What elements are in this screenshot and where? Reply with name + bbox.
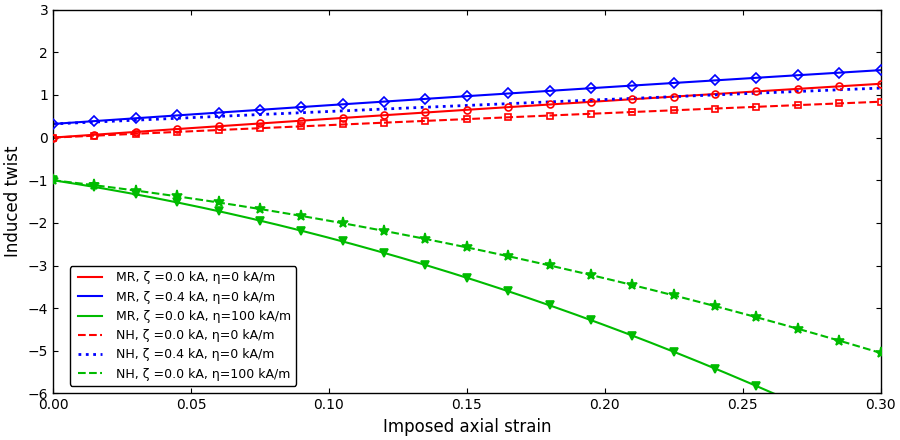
Line: NH, ζ =0.0 kA, η=100 kA/m: NH, ζ =0.0 kA, η=100 kA/m (53, 180, 880, 353)
NH, ζ =0.0 kA, η=100 kA/m (554, 265, 565, 270)
NH, ζ =0.0 kA, η=100 kA/m (48, 178, 58, 183)
Line: MR, ζ =0.0 kA, η=100 kA/m: MR, ζ =0.0 kA, η=100 kA/m (53, 180, 880, 440)
NH, ζ =0.0 kA, η=0 kA/m (875, 99, 886, 104)
NH, ζ =0.0 kA, η=0 kA/m (797, 102, 808, 107)
Line: NH, ζ =0.0 kA, η=0 kA/m: NH, ζ =0.0 kA, η=0 kA/m (53, 102, 880, 138)
MR, ζ =0.4 kA, η=0 kA/m (50, 121, 61, 126)
Line: MR, ζ =0.4 kA, η=0 kA/m: MR, ζ =0.4 kA, η=0 kA/m (53, 70, 880, 124)
MR, ζ =0.0 kA, η=100 kA/m (540, 301, 551, 307)
NH, ζ =0.0 kA, η=0 kA/m (537, 113, 548, 118)
MR, ζ =0.4 kA, η=0 kA/m (797, 72, 808, 77)
Line: MR, ζ =0.0 kA, η=0 kA/m: MR, ζ =0.0 kA, η=0 kA/m (53, 84, 880, 138)
MR, ζ =0.4 kA, η=0 kA/m (48, 121, 58, 127)
MR, ζ =0.0 kA, η=100 kA/m (50, 178, 61, 183)
Legend: MR, ζ =0.0 kA, η=0 kA/m, MR, ζ =0.4 kA, η=0 kA/m, MR, ζ =0.0 kA, η=100 kA/m, NH,: MR, ζ =0.0 kA, η=0 kA/m, MR, ζ =0.4 kA, … (69, 267, 296, 386)
MR, ζ =0.0 kA, η=0 kA/m (50, 135, 61, 140)
NH, ζ =0.0 kA, η=100 kA/m (540, 262, 551, 267)
MR, ζ =0.4 kA, η=0 kA/m (875, 67, 886, 73)
Line: NH, ζ =0.4 kA, η=0 kA/m: NH, ζ =0.4 kA, η=0 kA/m (53, 88, 880, 124)
MR, ζ =0.0 kA, η=100 kA/m (537, 301, 548, 306)
MR, ζ =0.0 kA, η=0 kA/m (48, 135, 58, 140)
NH, ζ =0.0 kA, η=0 kA/m (540, 113, 551, 118)
NH, ζ =0.0 kA, η=100 kA/m (745, 313, 756, 318)
NH, ζ =0.4 kA, η=0 kA/m (554, 99, 565, 104)
MR, ζ =0.4 kA, η=0 kA/m (540, 88, 551, 94)
MR, ζ =0.0 kA, η=100 kA/m (48, 178, 58, 183)
NH, ζ =0.4 kA, η=0 kA/m (797, 88, 808, 94)
NH, ζ =0.4 kA, η=0 kA/m (48, 121, 58, 127)
NH, ζ =0.4 kA, η=0 kA/m (540, 99, 551, 105)
MR, ζ =0.4 kA, η=0 kA/m (745, 76, 756, 81)
MR, ζ =0.0 kA, η=0 kA/m (745, 89, 756, 95)
NH, ζ =0.0 kA, η=0 kA/m (554, 113, 565, 118)
MR, ζ =0.0 kA, η=0 kA/m (797, 86, 808, 91)
NH, ζ =0.0 kA, η=100 kA/m (875, 350, 886, 356)
MR, ζ =0.4 kA, η=0 kA/m (537, 88, 548, 94)
MR, ζ =0.0 kA, η=100 kA/m (745, 381, 756, 386)
NH, ζ =0.0 kA, η=0 kA/m (745, 104, 756, 110)
NH, ζ =0.4 kA, η=0 kA/m (537, 99, 548, 105)
MR, ζ =0.0 kA, η=100 kA/m (554, 306, 565, 312)
Y-axis label: Induced twist: Induced twist (4, 146, 22, 257)
MR, ζ =0.0 kA, η=0 kA/m (554, 101, 565, 106)
MR, ζ =0.0 kA, η=0 kA/m (537, 102, 548, 107)
MR, ζ =0.0 kA, η=0 kA/m (875, 81, 886, 86)
X-axis label: Imposed axial strain: Imposed axial strain (382, 418, 551, 436)
NH, ζ =0.4 kA, η=0 kA/m (50, 121, 61, 126)
MR, ζ =0.4 kA, η=0 kA/m (554, 88, 565, 93)
NH, ζ =0.0 kA, η=0 kA/m (50, 135, 61, 140)
NH, ζ =0.0 kA, η=100 kA/m (537, 261, 548, 267)
NH, ζ =0.4 kA, η=0 kA/m (745, 91, 756, 96)
NH, ζ =0.0 kA, η=100 kA/m (797, 328, 808, 333)
MR, ζ =0.0 kA, η=0 kA/m (540, 102, 551, 107)
MR, ζ =0.0 kA, η=100 kA/m (797, 404, 808, 409)
NH, ζ =0.0 kA, η=100 kA/m (50, 178, 61, 183)
NH, ζ =0.4 kA, η=0 kA/m (875, 85, 886, 91)
NH, ζ =0.0 kA, η=0 kA/m (48, 135, 58, 140)
